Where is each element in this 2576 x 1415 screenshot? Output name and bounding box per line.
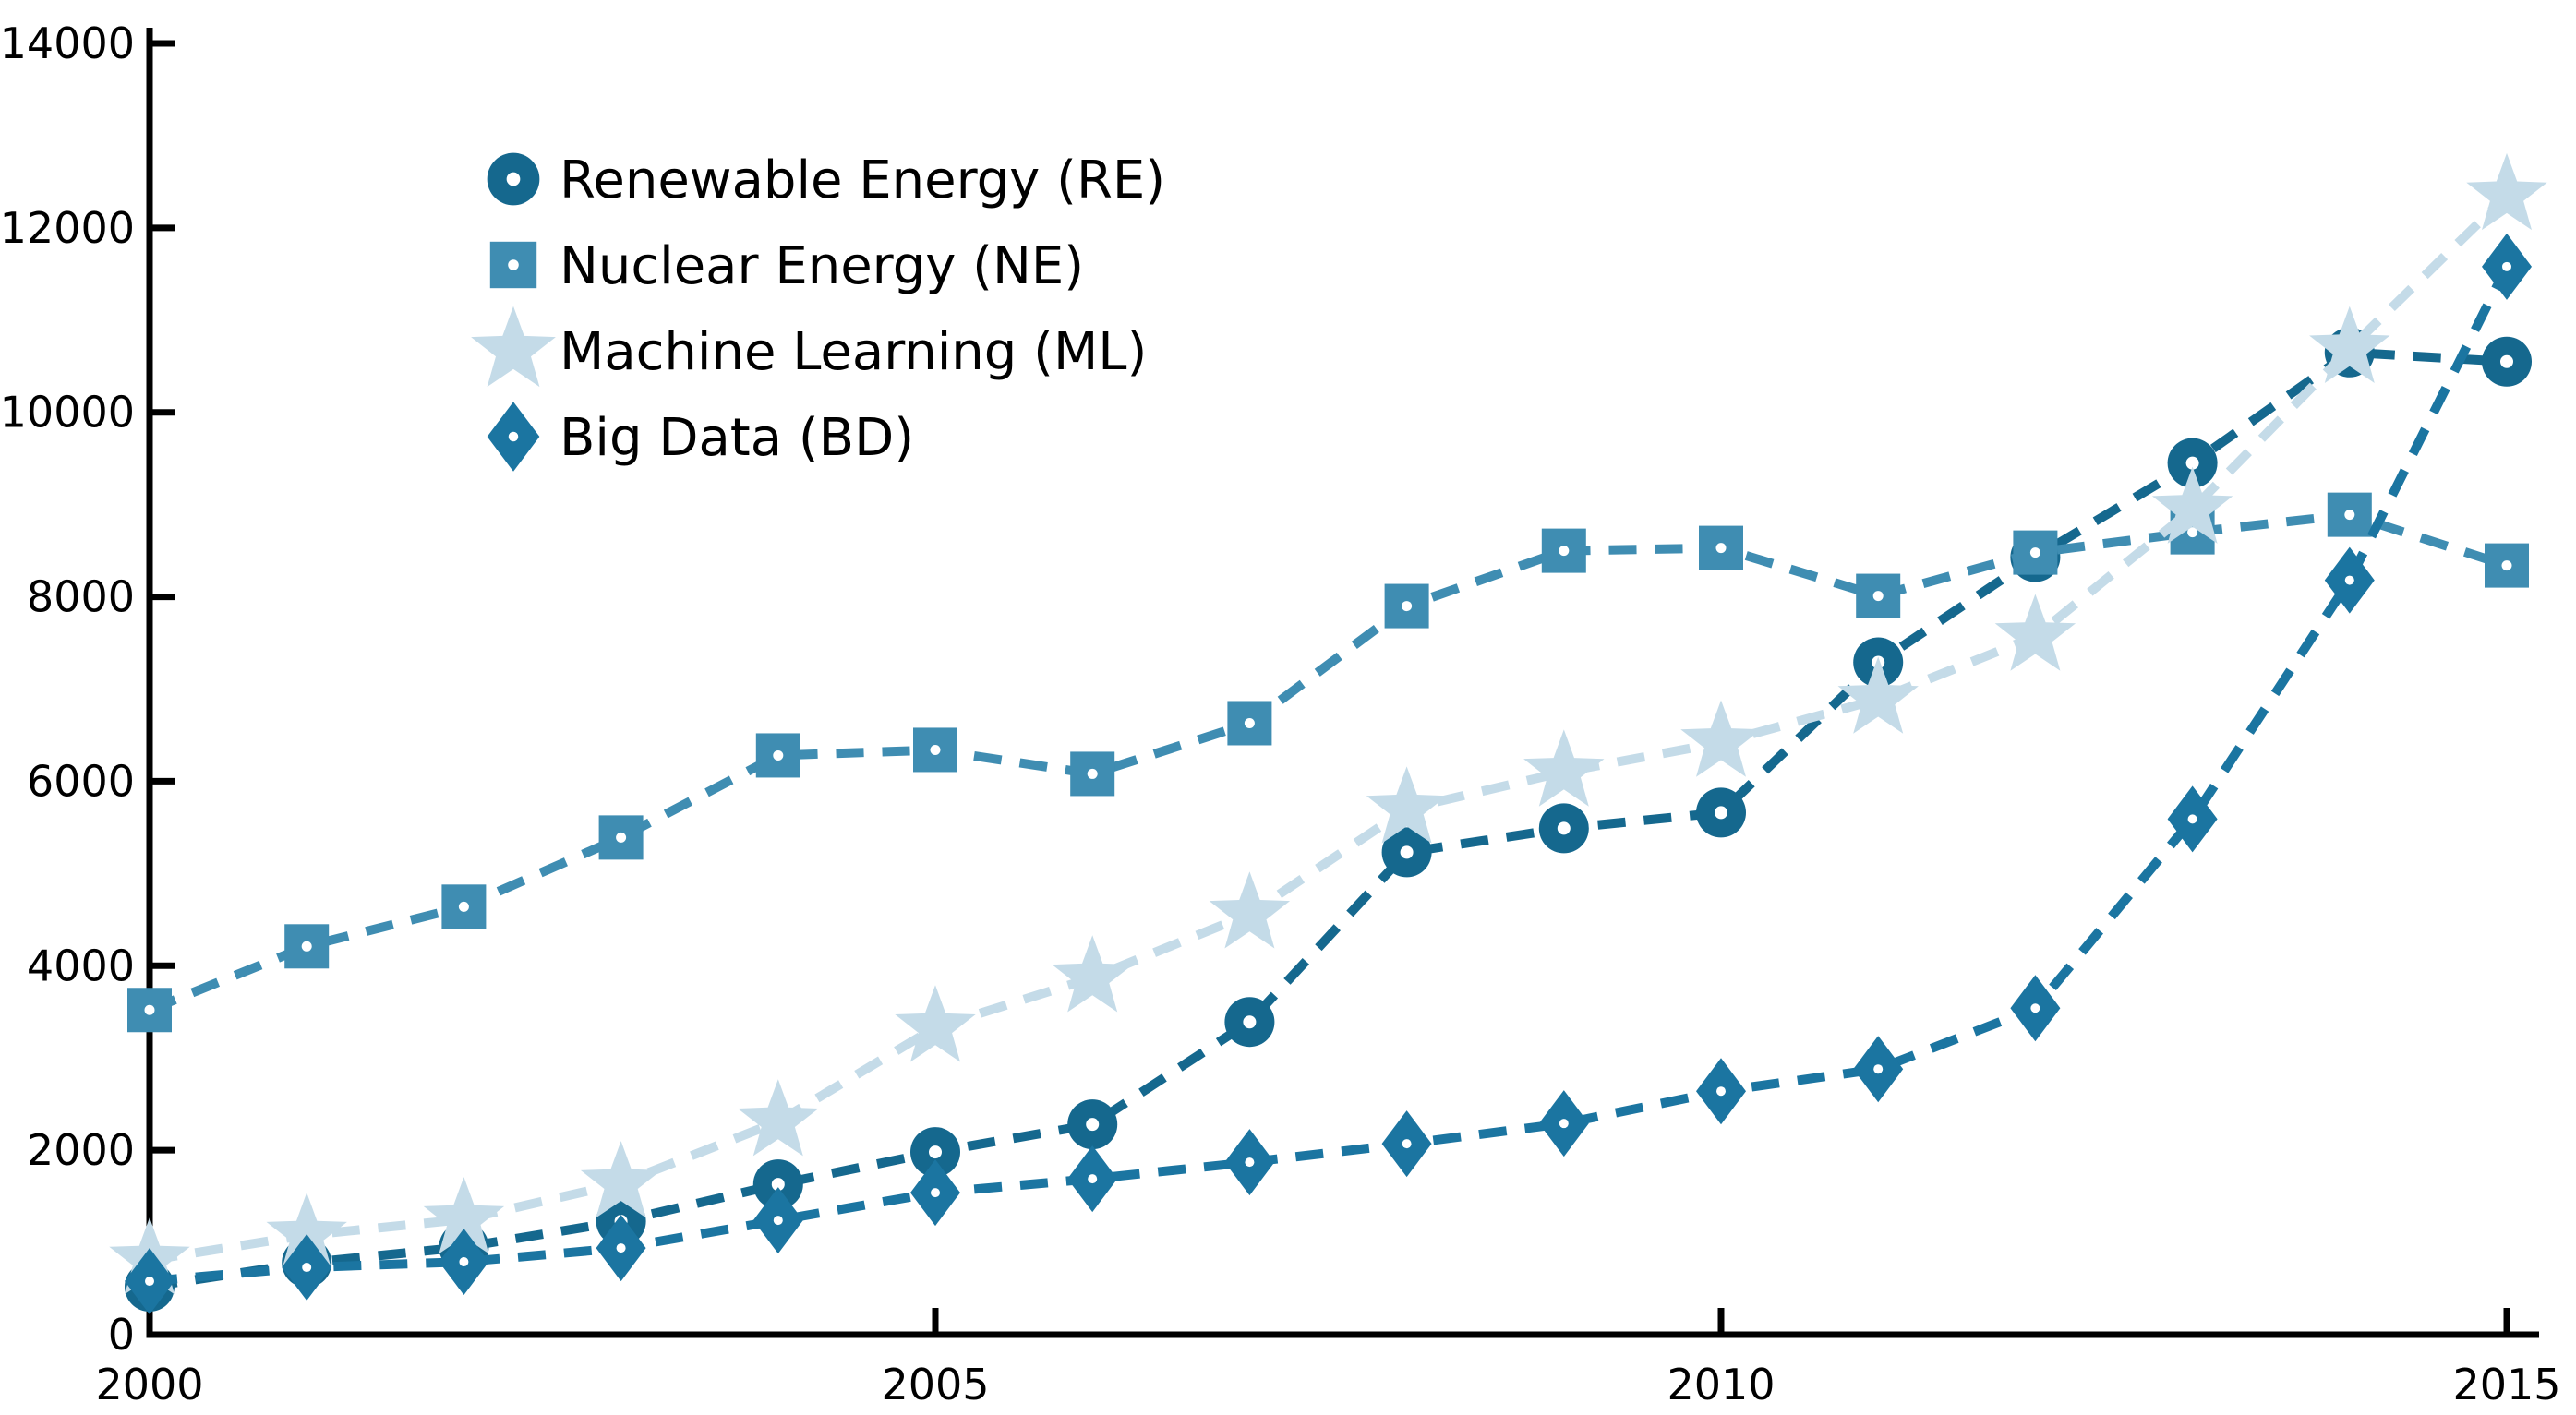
series-ML-point-2007 xyxy=(1209,871,1291,949)
series-BD-point-2005-dot xyxy=(931,1188,940,1198)
series-NE-point-2014-dot xyxy=(2344,510,2355,521)
series-BD-point-2015-dot xyxy=(2502,261,2511,271)
series-NE-point-2001-dot xyxy=(301,941,312,952)
x-tick-label-2015: 2015 xyxy=(2452,1360,2560,1409)
y-tick-label-12000: 12000 xyxy=(0,203,135,253)
series-BD-point-2004-dot xyxy=(773,1216,783,1226)
series-NE-point-2000-dot xyxy=(144,1004,155,1015)
y-tick-label-4000: 4000 xyxy=(27,941,135,990)
series-NE-point-2009-dot xyxy=(1559,546,1570,557)
x-tick-label-2000: 2000 xyxy=(95,1360,203,1409)
series-ML-point-2010 xyxy=(1680,700,1762,777)
y-tick-label-10000: 10000 xyxy=(0,388,135,438)
series-BD-point-2013-dot xyxy=(2187,814,2197,824)
series-ML-point-2001 xyxy=(266,1193,347,1270)
series-ML-point-2002 xyxy=(423,1177,505,1254)
series-NE-point-2007-dot xyxy=(1244,717,1255,728)
series-RE-point-2006-dot xyxy=(1086,1118,1100,1132)
series-ML-point-2011 xyxy=(1837,656,1919,734)
x-tick-label-2010: 2010 xyxy=(1667,1360,1775,1409)
series-RE-point-2013-dot xyxy=(2185,456,2199,470)
series-ML-point-2004 xyxy=(738,1079,819,1157)
series-BD-point-2014-dot xyxy=(2344,575,2354,585)
series-line-BD xyxy=(149,264,2511,1286)
series-NE-point-2003-dot xyxy=(616,832,627,843)
series-NE-point-2002-dot xyxy=(458,901,469,912)
series-ML-point-2015 xyxy=(2466,152,2547,231)
series-ML-point-2014 xyxy=(2309,306,2390,383)
series-line-ML xyxy=(149,192,2510,1265)
legend-marker-NE-dot xyxy=(508,259,519,270)
y-tick-label-2000: 2000 xyxy=(27,1125,135,1175)
legend-label-NE: Nuclear Energy (NE) xyxy=(560,236,1084,296)
series-ML-point-2009 xyxy=(1523,729,1605,807)
series-ML-point-2003 xyxy=(580,1141,662,1218)
y-tick-label-8000: 8000 xyxy=(27,572,135,622)
series-line-NE xyxy=(148,510,2509,1014)
legend-label-RE: Renewable Energy (RE) xyxy=(560,150,1165,210)
series-BD-point-2006-dot xyxy=(1088,1174,1098,1184)
series-ML-point-2013 xyxy=(2151,466,2233,544)
series-BD-point-2003-dot xyxy=(616,1243,626,1253)
series-BD-point-2007-dot xyxy=(1245,1157,1255,1168)
y-tick-label-6000: 6000 xyxy=(27,756,135,806)
legend-marker-BD-dot xyxy=(508,431,519,442)
series-ML-point-2008 xyxy=(1366,766,1448,844)
series-BD-point-2008-dot xyxy=(1402,1139,1412,1149)
series-BD-point-2002-dot xyxy=(459,1257,469,1267)
series-NE-point-2015-dot xyxy=(2501,560,2512,571)
y-tick-label-14000: 14000 xyxy=(0,18,135,68)
series-BD-point-2000-dot xyxy=(145,1277,154,1287)
series-BD-point-2011-dot xyxy=(1873,1064,1884,1074)
series-RE-point-2009-dot xyxy=(1557,821,1571,835)
y-tick-label-0: 0 xyxy=(108,1310,135,1360)
series-BD-point-2012-dot xyxy=(2030,1003,2040,1013)
series-NE-point-2006-dot xyxy=(1087,768,1098,779)
series-ML-point-2005 xyxy=(895,985,976,1062)
legend-label-BD: Big Data (BD) xyxy=(560,408,914,468)
legend-label-ML: Machine Learning (ML) xyxy=(560,322,1147,382)
series-NE-point-2013-dot xyxy=(2187,527,2198,538)
series-RE-point-2004-dot xyxy=(771,1178,785,1192)
series-NE-point-2005-dot xyxy=(930,744,941,755)
series-NE-point-2008-dot xyxy=(1402,601,1413,612)
legend-marker-RE-dot xyxy=(506,172,521,186)
series-RE-point-2008-dot xyxy=(1400,845,1414,859)
series-RE-point-2005-dot xyxy=(929,1145,942,1159)
series-ML-point-2012 xyxy=(1994,594,2076,671)
series-NE-point-2011-dot xyxy=(1872,591,1884,602)
x-tick-label-2005: 2005 xyxy=(881,1360,989,1409)
series-BD-point-2010-dot xyxy=(1716,1086,1726,1097)
series-NE-point-2004-dot xyxy=(773,749,784,761)
series-line-RE xyxy=(149,347,2508,1291)
series-BD-point-2001-dot xyxy=(302,1263,312,1273)
series-NE-point-2012-dot xyxy=(2029,547,2040,558)
series-ML-point-2006 xyxy=(1052,935,1133,1013)
series-RE-point-2015-dot xyxy=(2500,354,2513,368)
series-RE-point-2007-dot xyxy=(1243,1015,1257,1029)
legend-marker-ML xyxy=(471,306,556,388)
series-BD-point-2009-dot xyxy=(1559,1119,1569,1129)
series-NE-point-2010-dot xyxy=(1715,543,1727,554)
series-RE-point-2010-dot xyxy=(1715,806,1727,820)
